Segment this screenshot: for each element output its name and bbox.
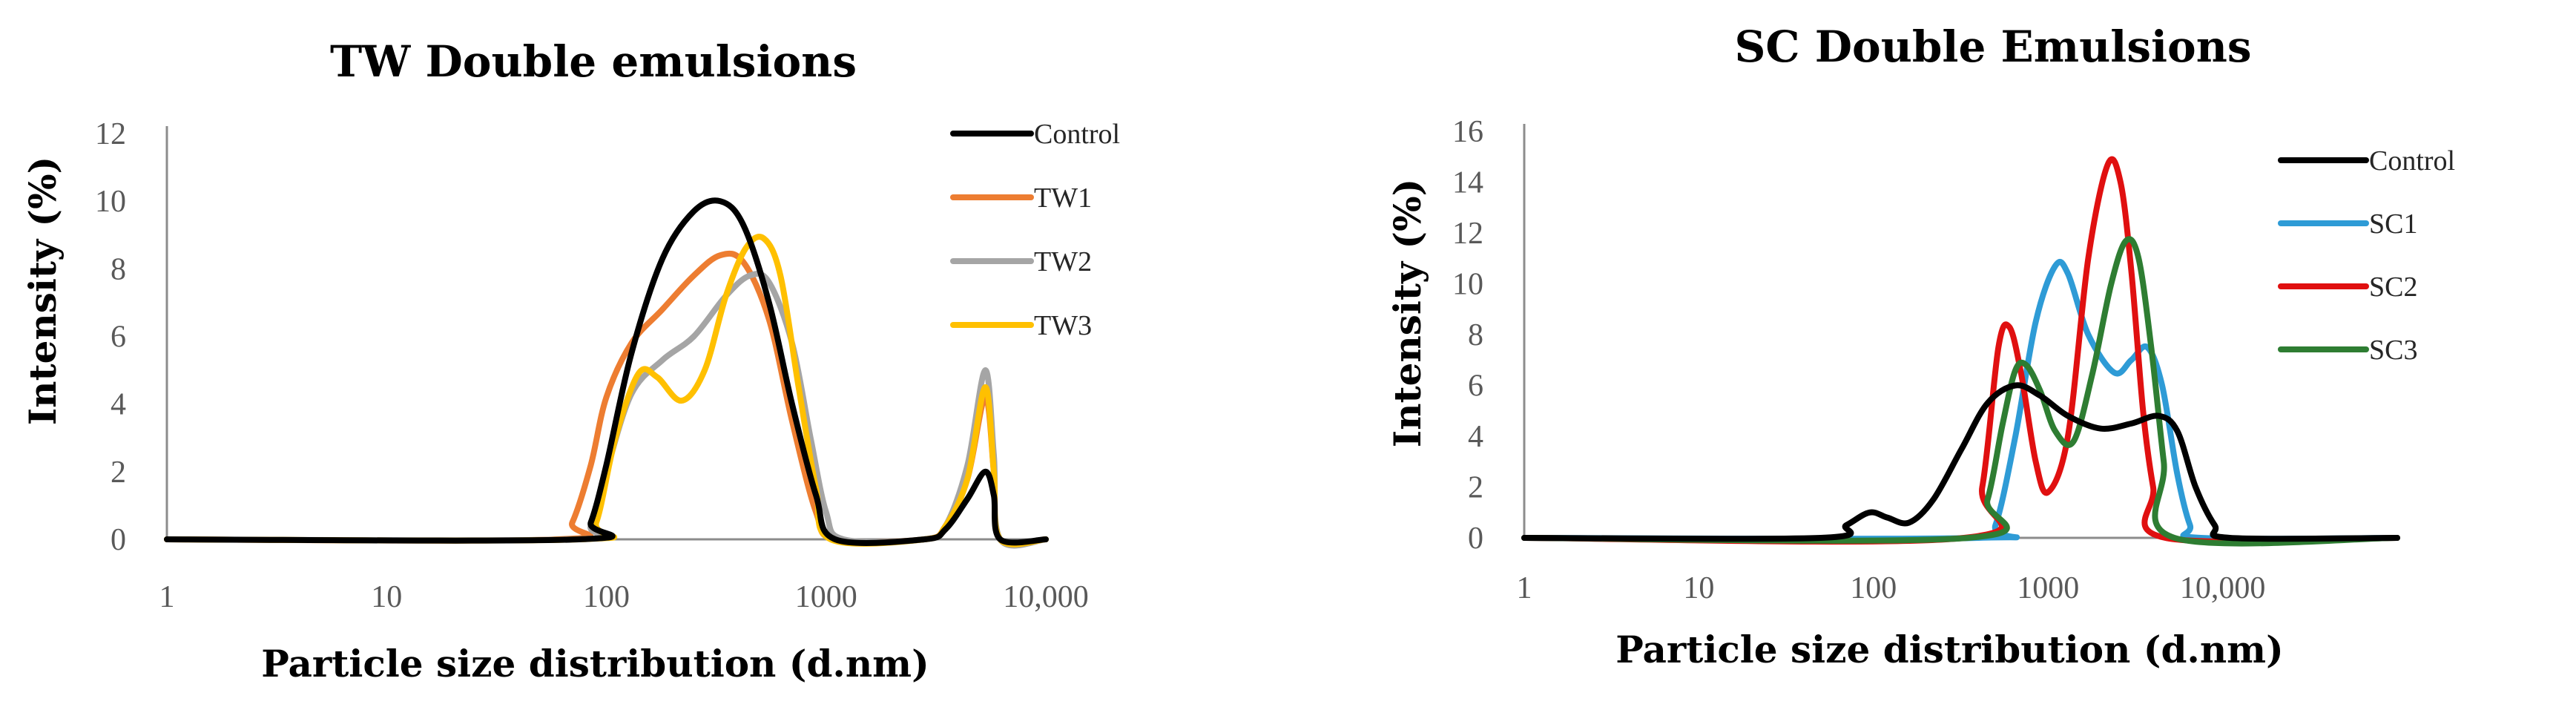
chart-2-y-tick-label: 4 — [1468, 420, 1483, 454]
chart-1-y-tick-label: 10 — [95, 185, 126, 219]
chart-1-x-tick-label: 1000 — [795, 580, 857, 614]
chart-2-x-tick-label: 100 — [1850, 571, 1897, 605]
chart-2-y-tick-label: 14 — [1452, 166, 1483, 200]
chart-2-series-line-sc3 — [1521, 236, 2400, 547]
chart-2-y-tick-label: 2 — [1468, 471, 1483, 505]
chart-1-x-tick-label: 10,000 — [1003, 580, 1089, 614]
chart-2-title: SC Double Emulsions — [1734, 22, 2251, 72]
chart-1-y-tick-label: 12 — [95, 117, 126, 151]
chart-2-x-tick-label: 10 — [1683, 571, 1714, 605]
chart-1-legend-label-tw1: TW1 — [1034, 182, 1092, 214]
chart-1-legend-label-control: Control — [1034, 119, 1120, 150]
chart-1-y-tick-label: 0 — [111, 523, 126, 557]
chart-1-series-line-control — [164, 197, 1049, 546]
chart-1-x-axis-label: Particle size distribution (d.nm) — [261, 642, 929, 685]
chart-2-y-tick-label: 16 — [1452, 115, 1483, 149]
chart-2-x-tick-label: 1 — [1517, 571, 1532, 605]
chart-2-y-axis-label: Intensity (%) — [1386, 179, 1429, 448]
chart-2-y-tick-label: 6 — [1468, 369, 1483, 404]
chart-1-legend-label-tw3: TW3 — [1034, 310, 1092, 341]
chart-2-x-tick-label: 1000 — [2017, 571, 2079, 605]
chart-1-y-tick-label: 2 — [111, 456, 126, 490]
chart-2-series-line-sc2 — [1521, 156, 2400, 545]
chart-2-legend-label-sc3: SC3 — [2369, 335, 2417, 366]
chart-2-legend-label-sc2: SC2 — [2369, 272, 2417, 303]
chart-2-x-axis-label: Particle size distribution (d.nm) — [1615, 628, 2284, 671]
chart-2-legend-label-control: Control — [2369, 145, 2455, 177]
chart-2-y-tick-label: 8 — [1468, 318, 1483, 352]
chart-2-series-line-sc1 — [1521, 258, 2400, 542]
chart-1-y-tick-label: 6 — [111, 320, 126, 355]
chart-1-y-axis-label: Intensity (%) — [21, 157, 65, 426]
chart-1-title: TW Double emulsions — [330, 36, 857, 87]
chart-1-legend-label-tw2: TW2 — [1034, 246, 1092, 277]
chart-2-y-tick-label: 0 — [1468, 522, 1483, 556]
chart-2-y-tick-label: 10 — [1452, 268, 1483, 302]
chart-1-x-tick-label: 100 — [583, 580, 630, 614]
chart-2-x-tick-label: 10,000 — [2180, 571, 2266, 605]
chart-1-x-tick-label: 1 — [159, 580, 175, 614]
chart-1-y-tick-label: 4 — [111, 388, 126, 422]
chart-2-legend-label-sc1: SC1 — [2369, 208, 2417, 240]
chart-1-series-line-tw1 — [164, 250, 1049, 547]
chart-1-series-line-tw3 — [164, 234, 1049, 547]
chart-1-series-line-tw2 — [164, 270, 1049, 549]
chart-2-y-tick-label: 12 — [1452, 217, 1483, 251]
chart-1-y-tick-label: 8 — [111, 252, 126, 286]
chart-1-x-tick-label: 10 — [371, 580, 402, 614]
chart-2-series-line-control — [1521, 382, 2400, 542]
